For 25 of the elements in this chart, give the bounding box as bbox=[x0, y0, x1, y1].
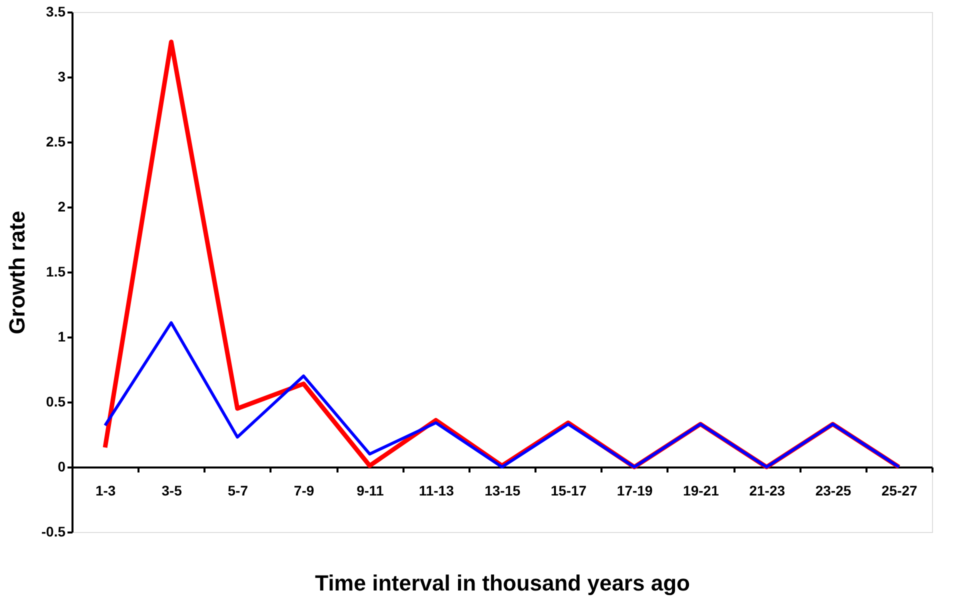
y-tick-label: -0.5 bbox=[41, 524, 66, 540]
x-tick-label: 19-21 bbox=[683, 482, 720, 498]
x-tick-label: 11-13 bbox=[418, 482, 454, 498]
y-tick-label: 1 bbox=[58, 328, 66, 344]
x-tick-label: 17-19 bbox=[616, 482, 653, 498]
x-tick-label: 21-23 bbox=[749, 482, 786, 498]
x-tick-label: 25-27 bbox=[882, 482, 918, 498]
x-tick-label: 3-5 bbox=[162, 482, 182, 498]
x-tick-label: 1-3 bbox=[95, 482, 116, 498]
x-tick-label: 13-15 bbox=[484, 482, 521, 498]
x-tick-label: 15-17 bbox=[550, 482, 587, 498]
y-tick-label: 1.5 bbox=[46, 264, 66, 280]
y-tick-label: 2 bbox=[58, 198, 66, 214]
line-series bbox=[104, 321, 900, 468]
y-axis-title: Growth rate bbox=[4, 210, 30, 334]
y-tick-label: 3 bbox=[58, 68, 66, 84]
y-tick-label: 3.5 bbox=[46, 4, 66, 20]
x-tick-label: 7-9 bbox=[294, 482, 314, 498]
x-axis-title: Time interval in thousand years ago bbox=[315, 570, 690, 596]
x-tick-label: 5-7 bbox=[228, 482, 248, 498]
x-tick-label: 23-25 bbox=[815, 482, 852, 498]
y-tick-label: 0 bbox=[58, 458, 66, 474]
y-tick-label: 0.5 bbox=[46, 394, 66, 410]
x-tick-label: 9-11 bbox=[356, 482, 384, 498]
y-tick-label: 2.5 bbox=[46, 134, 66, 150]
